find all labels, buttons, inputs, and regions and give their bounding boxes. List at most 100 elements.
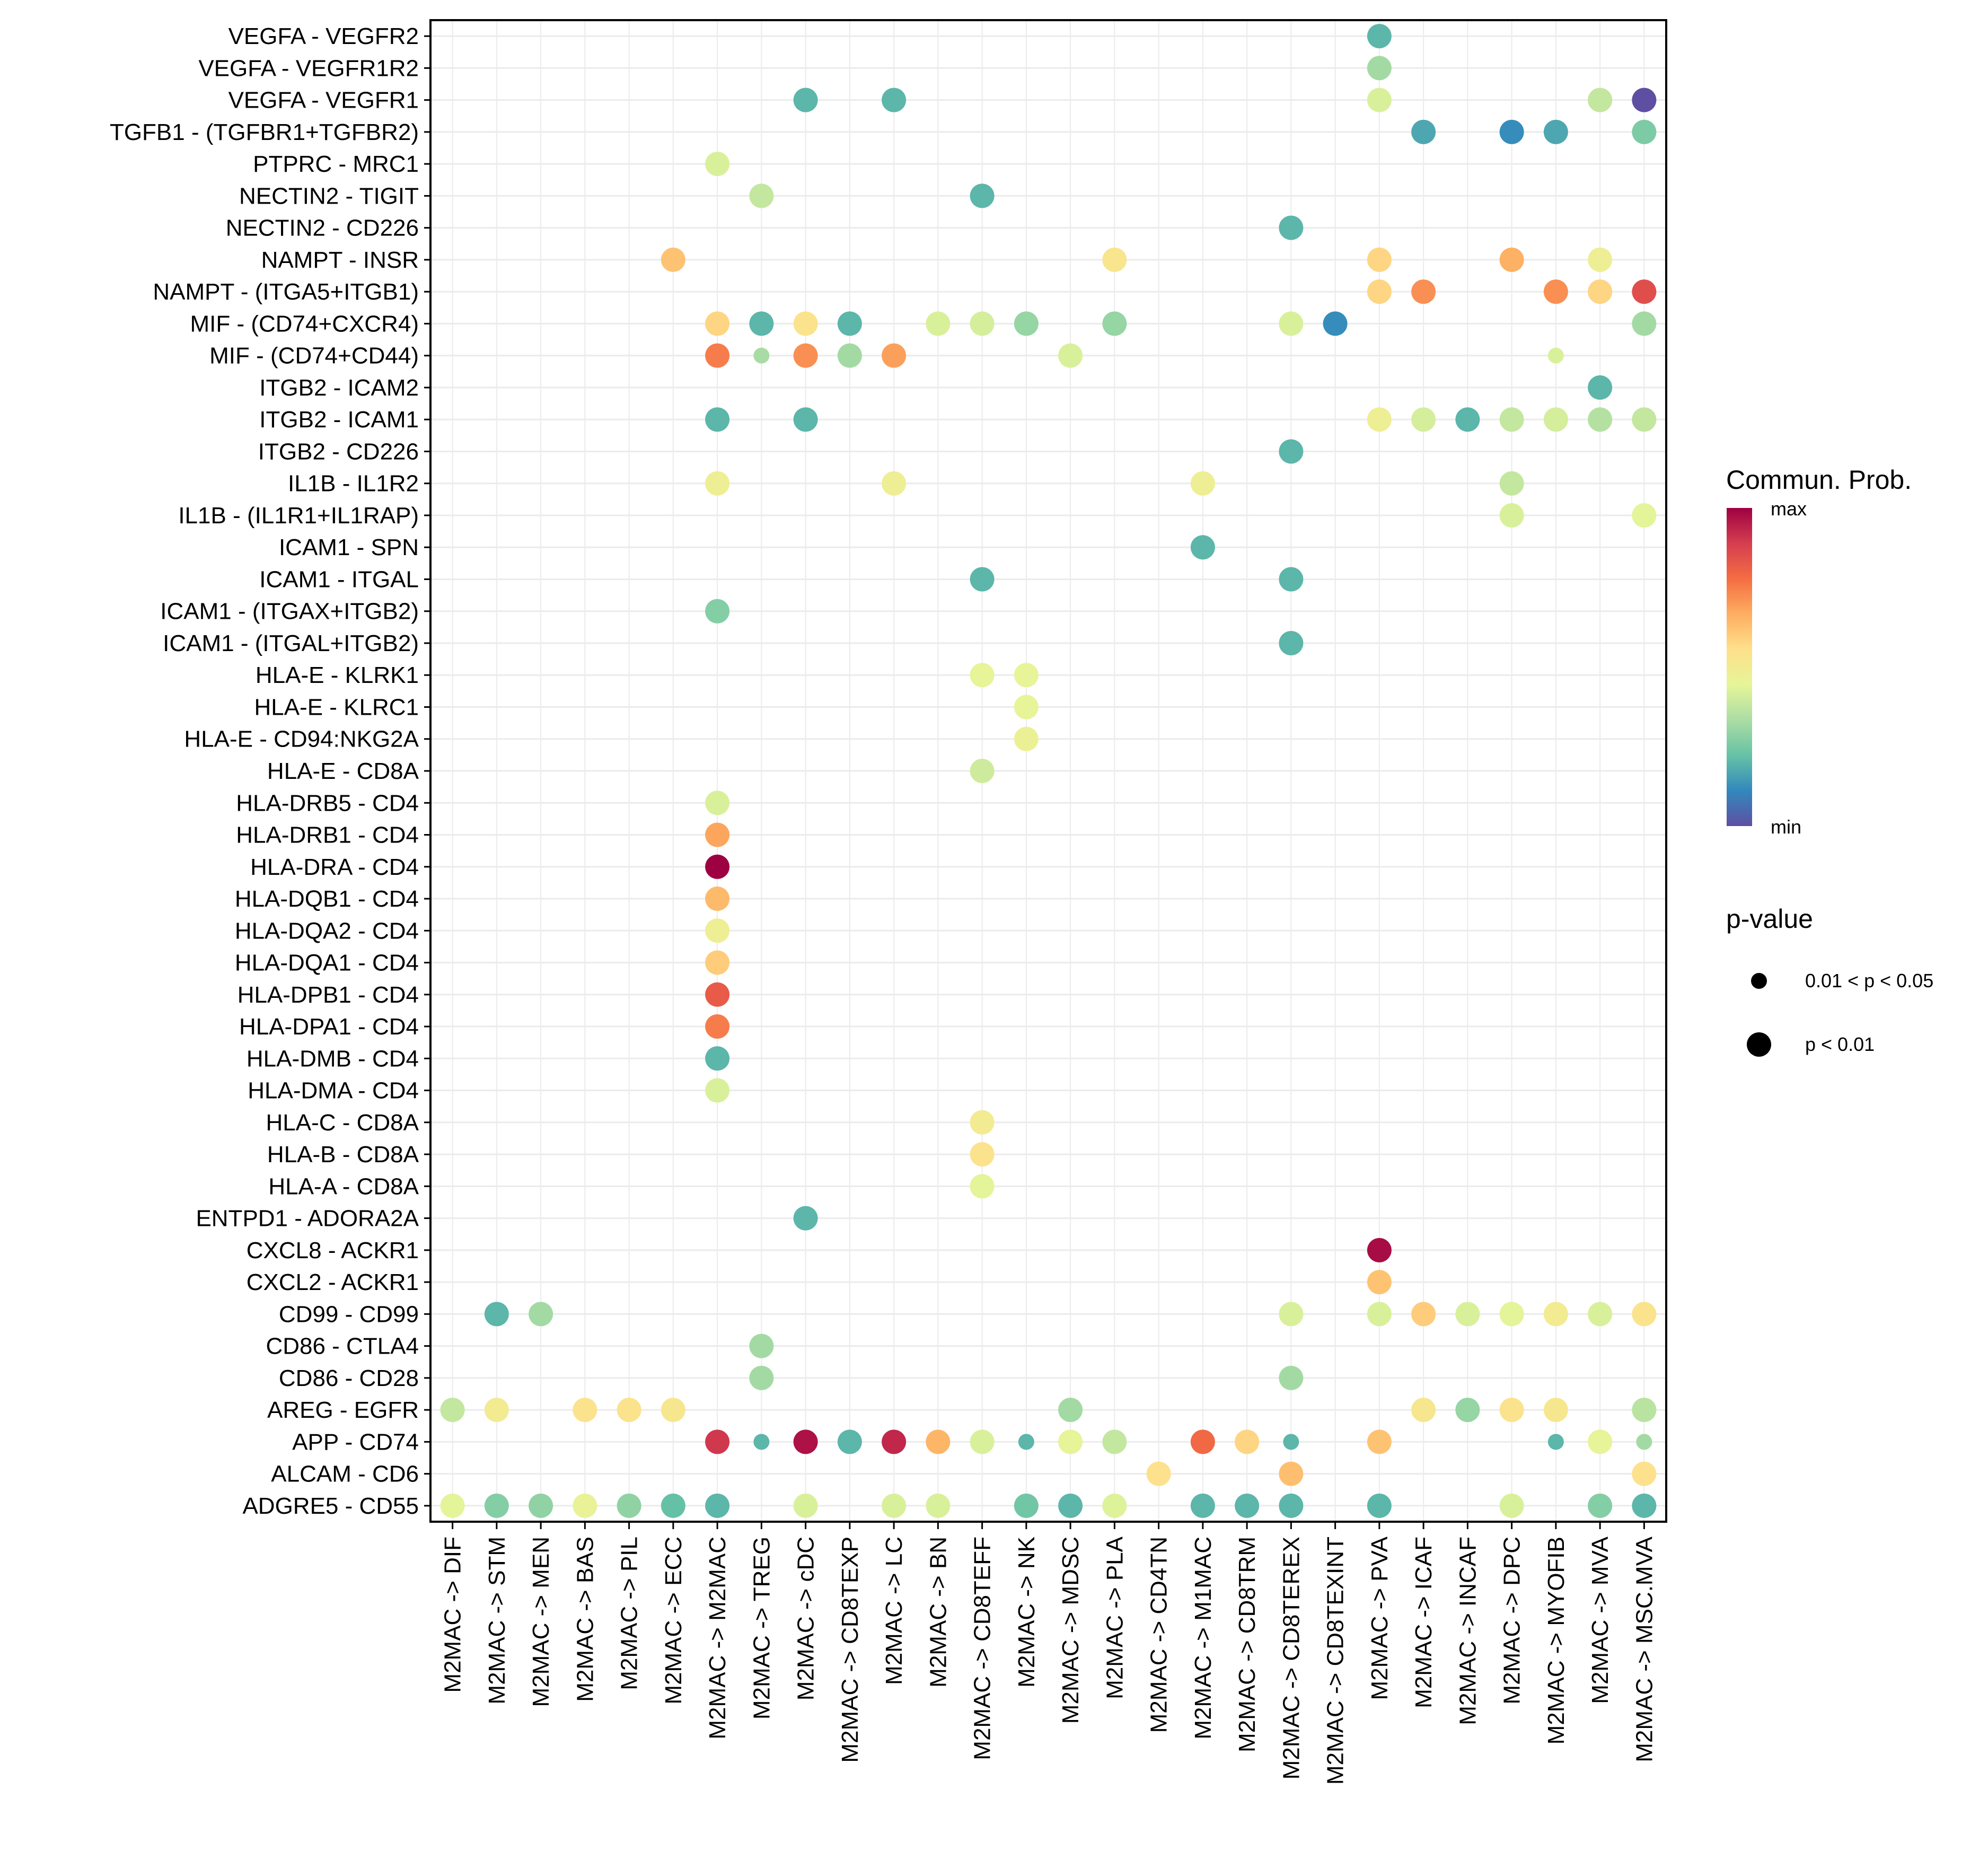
y-tick-label: NAMPT - INSR <box>261 247 419 273</box>
data-point <box>705 1078 730 1103</box>
data-point <box>705 1046 730 1071</box>
y-tick-label: HLA-DQB1 - CD4 <box>235 886 419 912</box>
x-tick-label: M2MAC -> MSC.MVA <box>1631 1536 1657 1762</box>
y-tick-label: CXCL8 - ACKR1 <box>247 1238 419 1263</box>
data-point <box>1367 1238 1392 1262</box>
data-point <box>484 1302 509 1327</box>
y-tick-label: AREG - EGFR <box>267 1397 419 1423</box>
y-tick-label: NECTIN2 - TIGIT <box>239 183 419 209</box>
data-point <box>970 1142 995 1167</box>
size-legend-label-small: 0.01 < p < 0.05 <box>1805 970 1933 991</box>
data-point <box>705 471 730 496</box>
y-tick-label: CXCL2 - ACKR1 <box>247 1269 419 1295</box>
data-point <box>1190 1493 1215 1518</box>
data-point <box>837 1429 862 1454</box>
data-point <box>1543 119 1568 144</box>
data-point <box>882 1493 907 1518</box>
x-tick-label: M2MAC -> DIF <box>440 1537 466 1693</box>
data-point <box>882 1429 907 1454</box>
data-point <box>882 471 907 496</box>
data-point <box>1588 375 1613 400</box>
data-point <box>1543 1398 1568 1423</box>
y-tick-label: MIF - (CD74+CXCR4) <box>190 311 419 337</box>
data-point <box>1547 1434 1564 1450</box>
data-point <box>1411 1302 1436 1327</box>
data-point <box>1499 503 1524 528</box>
data-point <box>705 311 730 336</box>
y-tick-label: HLA-E - KLRC1 <box>254 694 419 720</box>
data-point <box>1588 1302 1613 1327</box>
data-point <box>1014 1493 1039 1518</box>
data-point <box>1632 1398 1657 1423</box>
size-legend-dot-large <box>1747 1032 1771 1057</box>
data-point <box>970 759 995 783</box>
data-point <box>1102 1493 1127 1518</box>
data-point <box>970 183 995 208</box>
data-point <box>705 599 730 624</box>
y-tick-label: HLA-B - CD8A <box>267 1142 419 1168</box>
x-tick-label: M2MAC -> LC <box>881 1537 907 1685</box>
x-tick-label: M2MAC -> CD8TRM <box>1234 1537 1260 1752</box>
legend: Commun. Prob. max min p-value 0.01 < p <… <box>1726 465 1933 1057</box>
x-tick-label: M2MAC -> ECC <box>661 1537 687 1705</box>
color-bar <box>1727 508 1752 826</box>
data-point <box>1543 279 1568 304</box>
y-tick-label: ADGRE5 - CD55 <box>242 1493 419 1519</box>
data-point <box>1632 87 1657 112</box>
data-points <box>440 24 1657 1518</box>
y-tick-label: HLA-DPB1 - CD4 <box>237 982 419 1008</box>
data-point <box>753 1434 770 1450</box>
x-tick-label: M2MAC -> BAS <box>572 1537 598 1702</box>
data-point <box>661 1398 685 1423</box>
data-point <box>1367 56 1392 81</box>
data-point <box>1499 1398 1524 1423</box>
data-point <box>1455 1398 1480 1423</box>
y-tick-label: ALCAM - CD6 <box>271 1461 419 1487</box>
data-point <box>1632 119 1657 144</box>
data-point <box>484 1493 509 1518</box>
data-point <box>1588 247 1613 272</box>
y-tick-label: TGFB1 - (TGFBR1+TGFBR2) <box>110 119 419 145</box>
x-tick-label: M2MAC -> cDC <box>793 1537 819 1700</box>
data-point <box>705 854 730 879</box>
data-point <box>1018 1434 1034 1450</box>
data-point <box>705 152 730 177</box>
data-point <box>1014 311 1039 336</box>
data-point <box>705 950 730 975</box>
x-tick-label: M2MAC -> INCAF <box>1455 1537 1481 1725</box>
x-tick-label: M2MAC -> MEN <box>528 1537 554 1707</box>
data-point <box>1543 1302 1568 1327</box>
x-tick-label: M2MAC -> MDSC <box>1058 1537 1084 1724</box>
data-point <box>529 1302 553 1327</box>
data-point <box>1367 1270 1392 1295</box>
data-point <box>793 407 818 432</box>
data-point <box>793 311 818 336</box>
data-point <box>793 1493 818 1518</box>
y-tick-label: ITGB2 - ICAM2 <box>259 375 419 401</box>
data-point <box>970 663 995 688</box>
data-point <box>1632 1461 1657 1486</box>
y-tick-label: HLA-DQA2 - CD4 <box>235 918 419 944</box>
data-point <box>749 183 774 208</box>
y-tick-label: ICAM1 - ITGAL <box>259 566 419 592</box>
y-tick-label: HLA-DRA - CD4 <box>250 854 419 880</box>
data-point <box>1367 247 1392 272</box>
data-point <box>1367 407 1392 432</box>
data-point <box>1588 407 1613 432</box>
color-legend-title: Commun. Prob. <box>1726 465 1912 495</box>
data-point <box>1014 663 1039 688</box>
data-point <box>1014 726 1039 751</box>
data-point <box>793 343 818 368</box>
data-point <box>1283 1434 1299 1450</box>
data-point <box>1102 311 1127 336</box>
y-tick-label: ICAM1 - (ITGAX+ITGB2) <box>160 599 419 625</box>
data-point <box>926 1493 951 1518</box>
x-tick-label: M2MAC -> DPC <box>1499 1537 1525 1705</box>
data-point <box>1102 1429 1127 1454</box>
y-tick-label: HLA-DRB1 - CD4 <box>236 822 419 848</box>
color-legend-min: min <box>1771 816 1801 838</box>
data-point <box>1102 247 1127 272</box>
x-tick-label: M2MAC -> PVA <box>1367 1536 1393 1700</box>
y-tick-label: MIF - (CD74+CD44) <box>209 343 419 369</box>
data-point <box>573 1493 597 1518</box>
